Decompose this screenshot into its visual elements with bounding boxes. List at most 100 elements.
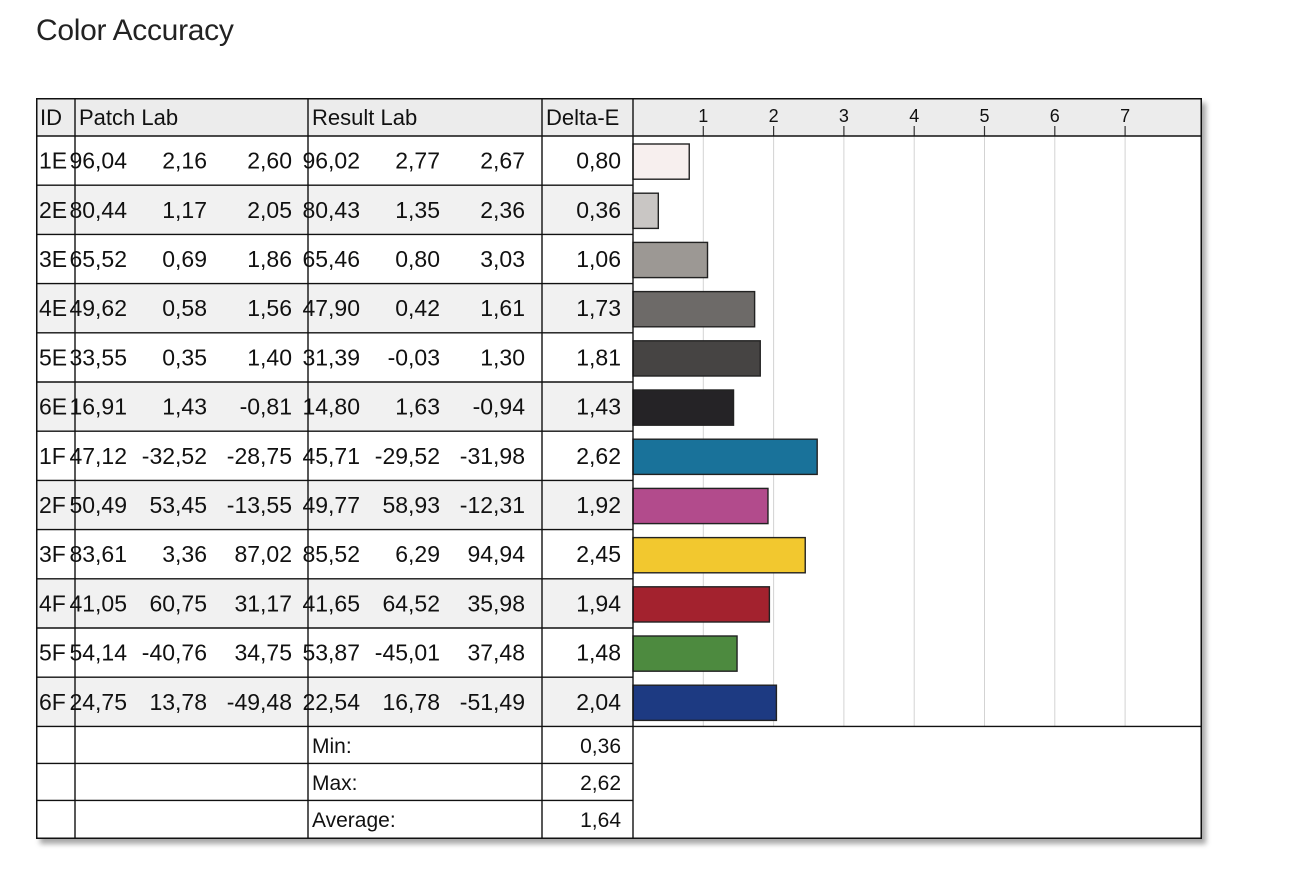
x-tick-label: 6 — [1050, 106, 1060, 126]
table-row-bg — [36, 628, 633, 678]
row-patch-lab-value: -32,52 — [142, 443, 207, 469]
x-tick-label: 7 — [1120, 106, 1130, 126]
row-patch-lab-value: 0,69 — [162, 246, 207, 272]
row-patch-lab-value: -13,55 — [227, 492, 292, 518]
row-patch-lab-value: 96,04 — [69, 148, 127, 174]
table-row-bg — [36, 136, 633, 186]
row-result-lab-value: 1,63 — [395, 394, 440, 420]
row-result-lab-value: 2,36 — [480, 197, 525, 223]
row-id: 4F — [39, 590, 66, 616]
row-result-lab-value: 45,71 — [302, 443, 360, 469]
row-result-lab-value: 37,48 — [467, 640, 525, 666]
row-result-lab-value: 47,90 — [302, 295, 360, 321]
table-row-bg — [36, 185, 633, 235]
row-id: 6F — [39, 689, 66, 715]
row-patch-lab-value: 24,75 — [69, 689, 127, 715]
x-tick-label: 1 — [698, 106, 708, 126]
row-patch-lab-value: 16,91 — [69, 394, 127, 420]
row-result-lab-value: -0,03 — [388, 344, 440, 370]
row-delta-e: 0,36 — [576, 197, 621, 223]
row-patch-lab-value: 2,16 — [162, 148, 207, 174]
row-result-lab-value: 0,80 — [395, 246, 440, 272]
row-delta-e: 1,06 — [576, 246, 621, 272]
row-patch-lab-value: 1,86 — [247, 246, 292, 272]
table-header-bg — [36, 98, 1202, 136]
row-patch-lab-value: 65,52 — [69, 246, 127, 272]
row-id: 2E — [39, 197, 67, 223]
row-result-lab-value: 41,65 — [302, 590, 360, 616]
row-delta-e: 2,45 — [576, 541, 621, 567]
row-id: 1F — [39, 443, 66, 469]
summary-value: 0,36 — [580, 735, 621, 758]
x-tick-label: 5 — [979, 106, 989, 126]
row-delta-e: 1,43 — [576, 394, 621, 420]
row-delta-e: 1,48 — [576, 640, 621, 666]
color-accuracy-table-chart: 1 2 3 4 5 6 7ID Patch Lab Result Lab Delta-E1E 96,… — [36, 98, 1202, 839]
row-result-lab-value: 22,54 — [302, 689, 360, 715]
table-row-bg — [36, 677, 633, 727]
table-frame — [36, 98, 1202, 839]
x-tick-label: 3 — [839, 106, 849, 126]
row-patch-lab-value: 47,12 — [69, 443, 127, 469]
row-delta-e: 2,62 — [576, 443, 621, 469]
row-result-lab-value: 35,98 — [467, 590, 525, 616]
row-result-lab-value: 3,03 — [480, 246, 525, 272]
row-patch-lab-value: 0,35 — [162, 344, 207, 370]
header-patch-lab: Patch Lab — [79, 105, 178, 130]
row-patch-lab-value: 50,49 — [69, 492, 127, 518]
page-title: Color Accuracy — [36, 14, 234, 47]
header-delta-e: Delta-E — [546, 105, 619, 130]
row-delta-e: 2,04 — [576, 689, 621, 715]
summary-label: Min: — [312, 735, 352, 758]
delta-e-bar — [632, 635, 738, 672]
summary-value: 2,62 — [580, 772, 621, 795]
row-patch-lab-value: 80,44 — [69, 197, 127, 223]
row-patch-lab-value: 83,61 — [69, 541, 127, 567]
x-tick-label: 2 — [769, 106, 779, 126]
row-patch-lab-value: 34,75 — [234, 640, 292, 666]
delta-e-bar — [632, 143, 690, 180]
table-row-bg — [36, 431, 633, 481]
row-delta-e: 1,92 — [576, 492, 621, 518]
row-result-lab-value: 94,94 — [467, 541, 525, 567]
row-patch-lab-value: 1,56 — [247, 295, 292, 321]
delta-e-bar — [632, 487, 769, 525]
delta-e-bar — [632, 389, 735, 426]
header-result-lab: Result Lab — [312, 105, 417, 130]
row-result-lab-value: 16,78 — [382, 689, 440, 715]
row-result-lab-value: 1,61 — [480, 295, 525, 321]
table-row-bg — [36, 578, 633, 628]
row-result-lab-value: -12,31 — [460, 492, 525, 518]
delta-e-bar — [632, 290, 756, 328]
row-result-lab-value: -0,94 — [473, 394, 526, 420]
row-id: 4E — [39, 295, 67, 321]
row-result-lab-value: 58,93 — [382, 492, 440, 518]
row-delta-e: 1,94 — [576, 590, 621, 616]
row-patch-lab-value: -28,75 — [227, 443, 292, 469]
row-patch-lab-value: 87,02 — [234, 541, 292, 567]
row-result-lab-value: 96,02 — [302, 148, 360, 174]
row-patch-lab-value: 1,40 — [247, 344, 292, 370]
table-row-bg — [36, 480, 633, 530]
row-result-lab-value: 6,29 — [395, 541, 440, 567]
row-id: 5F — [39, 640, 66, 666]
row-result-lab-value: 1,30 — [480, 344, 525, 370]
delta-e-bar — [632, 241, 709, 279]
delta-e-bar — [632, 536, 806, 574]
row-result-lab-value: 65,46 — [302, 246, 360, 272]
row-patch-lab-value: 49,62 — [69, 295, 127, 321]
header-id: ID — [40, 105, 62, 130]
row-patch-lab-value: -0,81 — [240, 394, 292, 420]
row-result-lab-value: 1,35 — [395, 197, 440, 223]
table-row-bg — [36, 283, 633, 333]
delta-e-bar — [632, 192, 660, 230]
row-result-lab-value: 14,80 — [302, 394, 360, 420]
row-result-lab-value: 2,77 — [395, 148, 440, 174]
row-patch-lab-value: 1,17 — [162, 197, 207, 223]
row-result-lab-value: 2,67 — [480, 148, 525, 174]
table-row-bg — [36, 382, 633, 432]
x-tick-label: 4 — [909, 106, 919, 126]
row-id: 5E — [39, 344, 67, 370]
row-id: 2F — [39, 492, 66, 518]
row-delta-e: 1,81 — [576, 344, 621, 370]
